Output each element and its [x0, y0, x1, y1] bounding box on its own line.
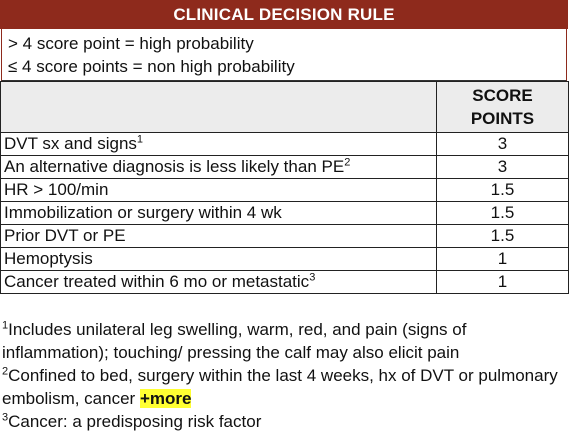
table-header-row: SCORE POINTS — [0, 81, 569, 133]
score-cell: 1 — [436, 270, 569, 294]
card-title: CLINICAL DECISION RULE — [0, 0, 568, 29]
footnote-1: 1Includes unilateral leg swelling, warm,… — [2, 319, 467, 362]
criterion-cell: HR > 100/min — [0, 178, 437, 202]
table-row: HR > 100/min 1.5 — [0, 178, 569, 202]
rule-summary: > 4 score point = high probability ≤ 4 s… — [1, 29, 567, 81]
score-cell: 1.5 — [436, 224, 569, 248]
table-row: Immobilization or surgery within 4 wk 1.… — [0, 201, 569, 225]
criterion-cell: Immobilization or surgery within 4 wk — [0, 201, 437, 225]
criterion-cell: Cancer treated within 6 mo or metastatic… — [0, 270, 437, 294]
table-row: Cancer treated within 6 mo or metastatic… — [0, 270, 569, 294]
footnote-ref: 1 — [136, 133, 144, 146]
score-cell: 1.5 — [436, 201, 569, 225]
footnotes: 1Includes unilateral leg swelling, warm,… — [0, 318, 570, 433]
table-row: DVT sx and signs1 3 — [0, 132, 569, 156]
score-table: SCORE POINTS DVT sx and signs1 3 An alte… — [0, 81, 569, 294]
more-link[interactable]: +more — [139, 389, 192, 408]
criterion-header — [0, 81, 437, 133]
criterion-cell: An alternative diagnosis is less likely … — [0, 155, 437, 179]
footnote-3: 3Cancer: a predisposing risk factor — [2, 411, 262, 431]
criterion-cell: Prior DVT or PE — [0, 224, 437, 248]
footnote-ref: 2 — [344, 156, 351, 169]
table-row: Prior DVT or PE 1.5 — [0, 224, 569, 248]
criterion-cell: Hemoptysis — [0, 247, 437, 271]
footnote-ref: 3 — [309, 271, 316, 284]
score-cell: 1 — [436, 247, 569, 271]
score-cell: 3 — [436, 155, 569, 179]
footnote-2: 2Confined to bed, surgery within the las… — [2, 365, 558, 408]
decision-rule-card: CLINICAL DECISION RULE > 4 score point =… — [0, 0, 569, 294]
score-header: SCORE POINTS — [436, 81, 569, 133]
criterion-cell: DVT sx and signs1 — [0, 132, 437, 156]
rule-non-high: ≤ 4 score points = non high probability — [8, 57, 295, 76]
score-cell: 3 — [436, 132, 569, 156]
table-row: An alternative diagnosis is less likely … — [0, 155, 569, 179]
score-cell: 1.5 — [436, 178, 569, 202]
rule-high: > 4 score point = high probability — [8, 34, 254, 53]
table-row: Hemoptysis 1 — [0, 247, 569, 271]
